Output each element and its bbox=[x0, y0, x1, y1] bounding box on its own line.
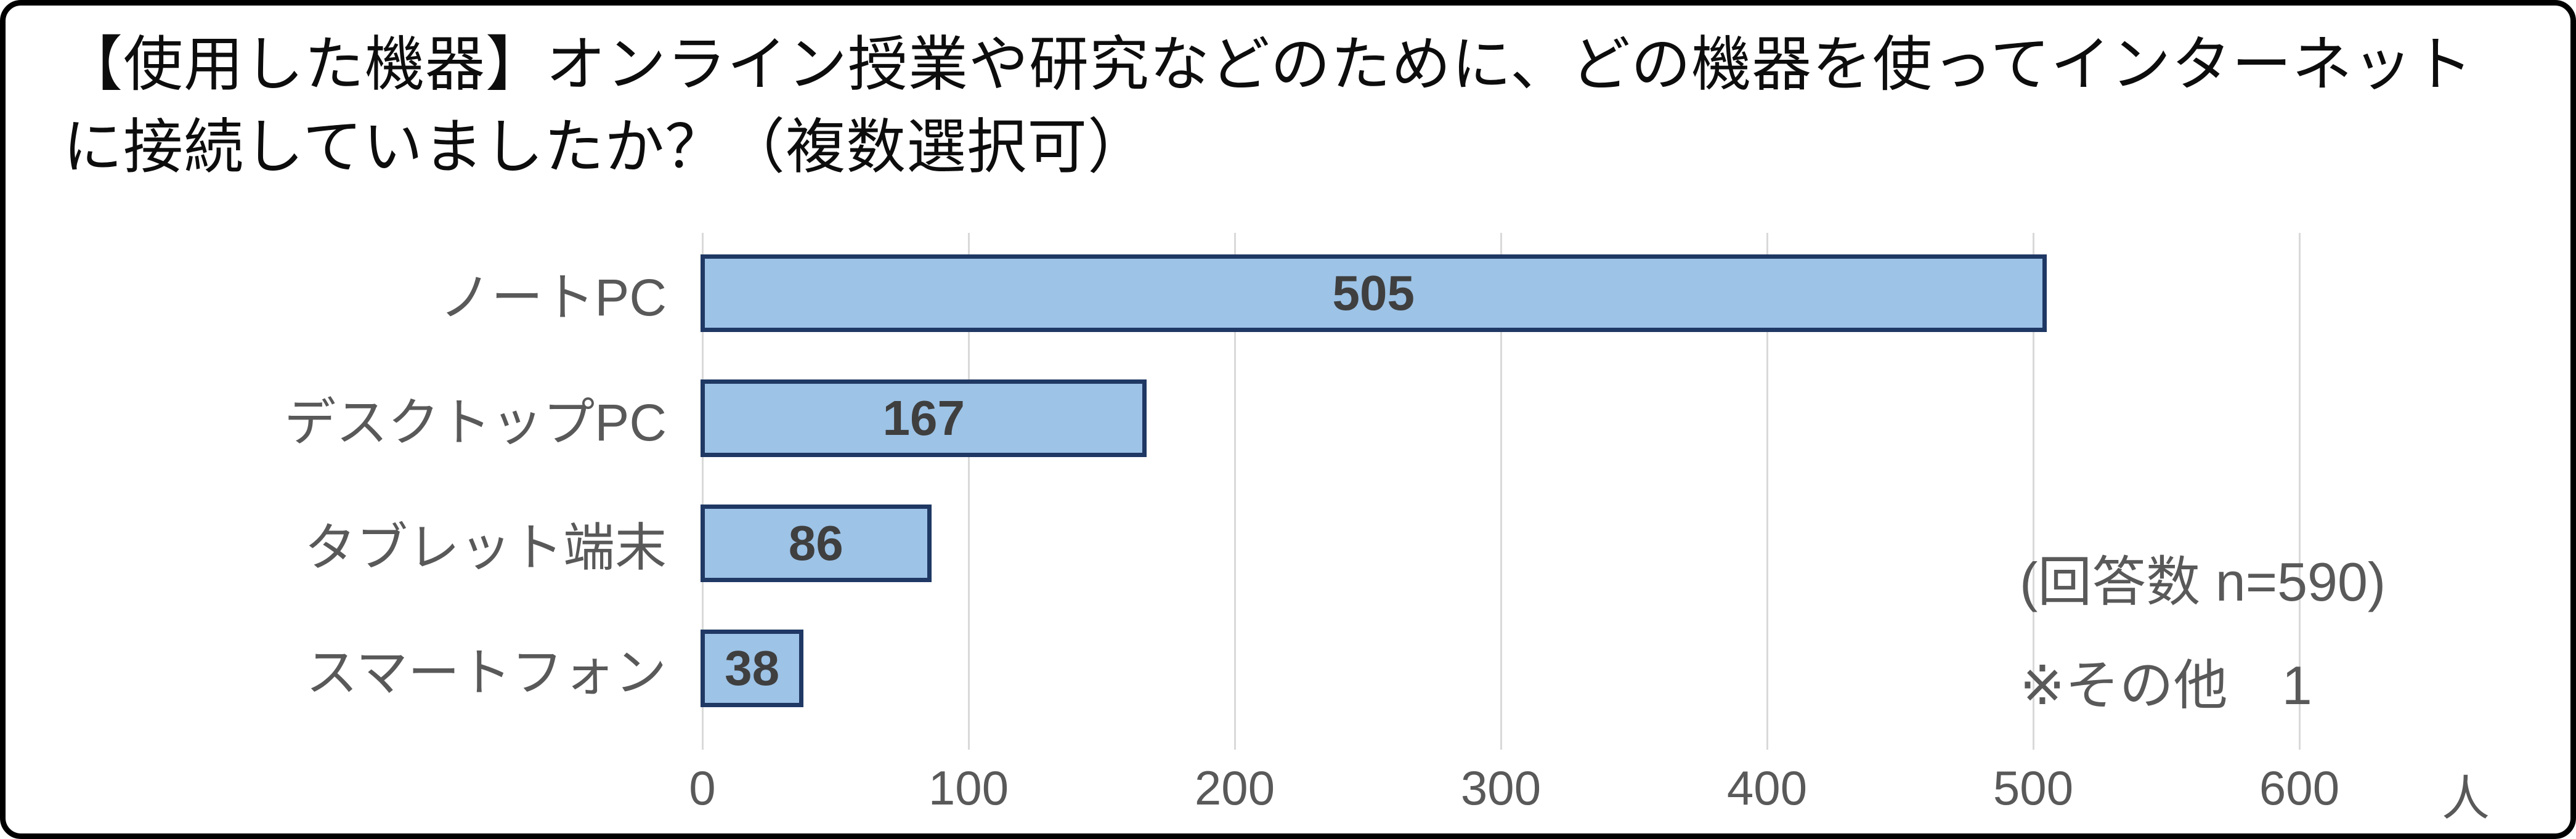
chart-title-line-2: に接続していましたか？（複数選択可） bbox=[63, 113, 1148, 180]
bar-value-label-0: 505 bbox=[1332, 265, 1415, 320]
x-axis-tick-label-100: 100 bbox=[928, 761, 1009, 815]
gridline-x-600 bbox=[2298, 233, 2301, 750]
gridline-x-0 bbox=[701, 233, 704, 750]
bar-2: 86 bbox=[701, 505, 932, 582]
annotation-other: ※その他 1 bbox=[2020, 655, 2312, 716]
bar-0: 505 bbox=[701, 254, 2047, 332]
bar-value-label-3: 38 bbox=[725, 641, 780, 695]
bar-value-label-2: 86 bbox=[788, 516, 843, 570]
x-axis-tick-label-200: 200 bbox=[1194, 761, 1275, 815]
x-axis-tick-label-500: 500 bbox=[1993, 761, 2074, 815]
chart-title: 【使用した機器】オンライン授業や研究などのために、どの機器を使ってインターネット… bbox=[63, 23, 2540, 188]
x-axis-tick-label-400: 400 bbox=[1726, 761, 1808, 815]
gridline-x-500 bbox=[2032, 233, 2034, 750]
x-axis-tick-label-600: 600 bbox=[2259, 761, 2340, 815]
x-axis-unit-label: 人 bbox=[2441, 771, 2490, 825]
category-label-2: タブレット端末 bbox=[304, 518, 667, 577]
bar-3: 38 bbox=[701, 630, 804, 707]
x-axis-tick-label-0: 0 bbox=[689, 761, 716, 815]
category-label-0: ノートPC bbox=[439, 268, 667, 326]
category-label-1: デスクトップPC bbox=[284, 393, 667, 452]
gridline-x-100 bbox=[967, 233, 970, 750]
gridline-x-400 bbox=[1766, 233, 1768, 750]
bar-1: 167 bbox=[701, 379, 1147, 457]
category-label-3: スマートフォン bbox=[306, 643, 667, 702]
bar-value-label-1: 167 bbox=[882, 391, 965, 445]
gridline-x-300 bbox=[1500, 233, 1502, 750]
gridline-x-200 bbox=[1233, 233, 1236, 750]
chart-title-line-1: 【使用した機器】オンライン授業や研究などのために、どの機器を使ってインターネット bbox=[63, 31, 2474, 98]
x-axis-tick-label-300: 300 bbox=[1460, 761, 1542, 815]
annotation-respondents: (回答数 n=590) bbox=[2020, 551, 2386, 612]
